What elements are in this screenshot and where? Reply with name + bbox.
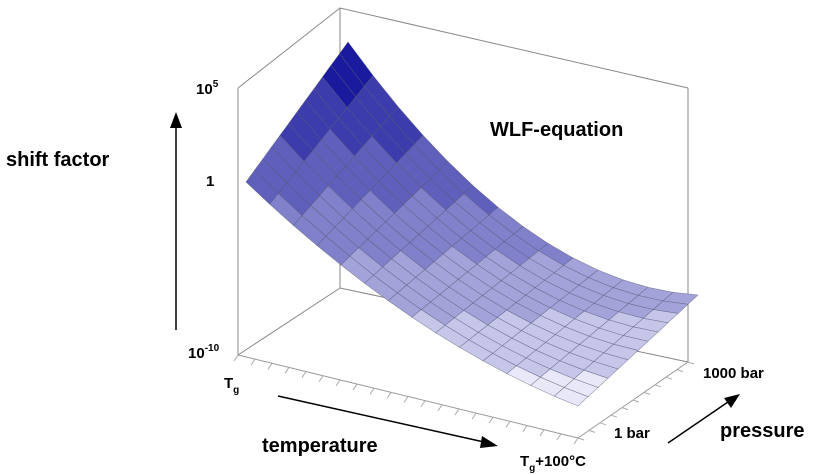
temperature-tick-mark (573, 437, 579, 445)
temperature-tick-mark (488, 416, 494, 424)
pressure-tick-mark (588, 429, 596, 433)
pressure-tick-mark (687, 361, 695, 365)
pressure-tick-mark (632, 399, 640, 403)
pressure-tick-mark (643, 391, 651, 395)
floor-left-edge (237, 287, 341, 356)
y-tick-low: 1 bar (614, 425, 650, 442)
pressure-tick-mark (599, 422, 607, 426)
pressure-tick-mark (654, 384, 662, 388)
z-tick-bottom-exp: -10 (205, 343, 220, 354)
pressure-arrow (667, 394, 740, 444)
z-tick-mid-base: 1 (206, 173, 214, 190)
temperature-tick-mark (284, 367, 290, 374)
z-tick-top-base: 10 (196, 81, 213, 98)
temperature-tick-mark (318, 375, 324, 383)
temperature-tick-mark (301, 371, 307, 378)
temperature-tick-mark (522, 425, 528, 432)
temperature-tick-mark (335, 379, 341, 387)
temperature-tick-mark (403, 396, 409, 403)
temperature-tick-mark (454, 408, 460, 416)
temperature-tick-mark (420, 400, 426, 407)
pressure-tick-mark (676, 369, 684, 373)
y-tick-high: 1000 bar (703, 365, 764, 382)
z-tick-mid: 1 (206, 173, 214, 190)
x-tick-end: Tg+100°C (520, 453, 586, 474)
y-axis-label: pressure (720, 420, 805, 442)
z-axis-label: shift factor (6, 149, 110, 171)
back-wall-edge (237, 7, 689, 89)
temperature-tick-mark (539, 429, 545, 436)
z-tick-bottom-base: 10 (188, 345, 205, 362)
pressure-tick-mark (621, 407, 629, 411)
temperature-tick-mark (386, 392, 392, 399)
pressure-tick-mark (577, 437, 585, 441)
z-axis-arrow (170, 112, 182, 330)
pressure-tick-mark (665, 376, 673, 380)
surface (245, 41, 699, 407)
temperature-arrow (277, 395, 498, 448)
axis-ticks (233, 354, 695, 445)
temperature-tick-mark (369, 387, 375, 395)
temperature-tick-mark (471, 412, 477, 420)
temperature-tick-mark (556, 433, 562, 441)
x-tick-end-main: T (520, 453, 529, 470)
surface-patch (553, 387, 589, 407)
pressure-tick-mark (610, 414, 618, 418)
z-tick-top-exp: 5 (213, 79, 219, 90)
z-tick-top: 105 (196, 79, 219, 98)
temperature-tick-mark (352, 383, 358, 391)
temperature-tick-mark (267, 363, 273, 370)
temperature-tick-mark (505, 421, 511, 428)
z-tick-bottom: 10-10 (188, 343, 220, 362)
x-tick-start: Tg (224, 375, 239, 396)
x-tick-end-sub: g (529, 463, 535, 474)
x-axis-label: temperature (262, 435, 378, 457)
x-tick-start-main: T (224, 375, 233, 392)
x-tick-end-rest: +100°C (535, 453, 586, 470)
temperature-tick-mark (233, 354, 239, 362)
chart-title: WLF-equation (490, 119, 623, 141)
x-tick-start-sub: g (233, 385, 239, 396)
temperature-tick-mark (250, 358, 256, 366)
temperature-tick-mark (437, 404, 443, 412)
